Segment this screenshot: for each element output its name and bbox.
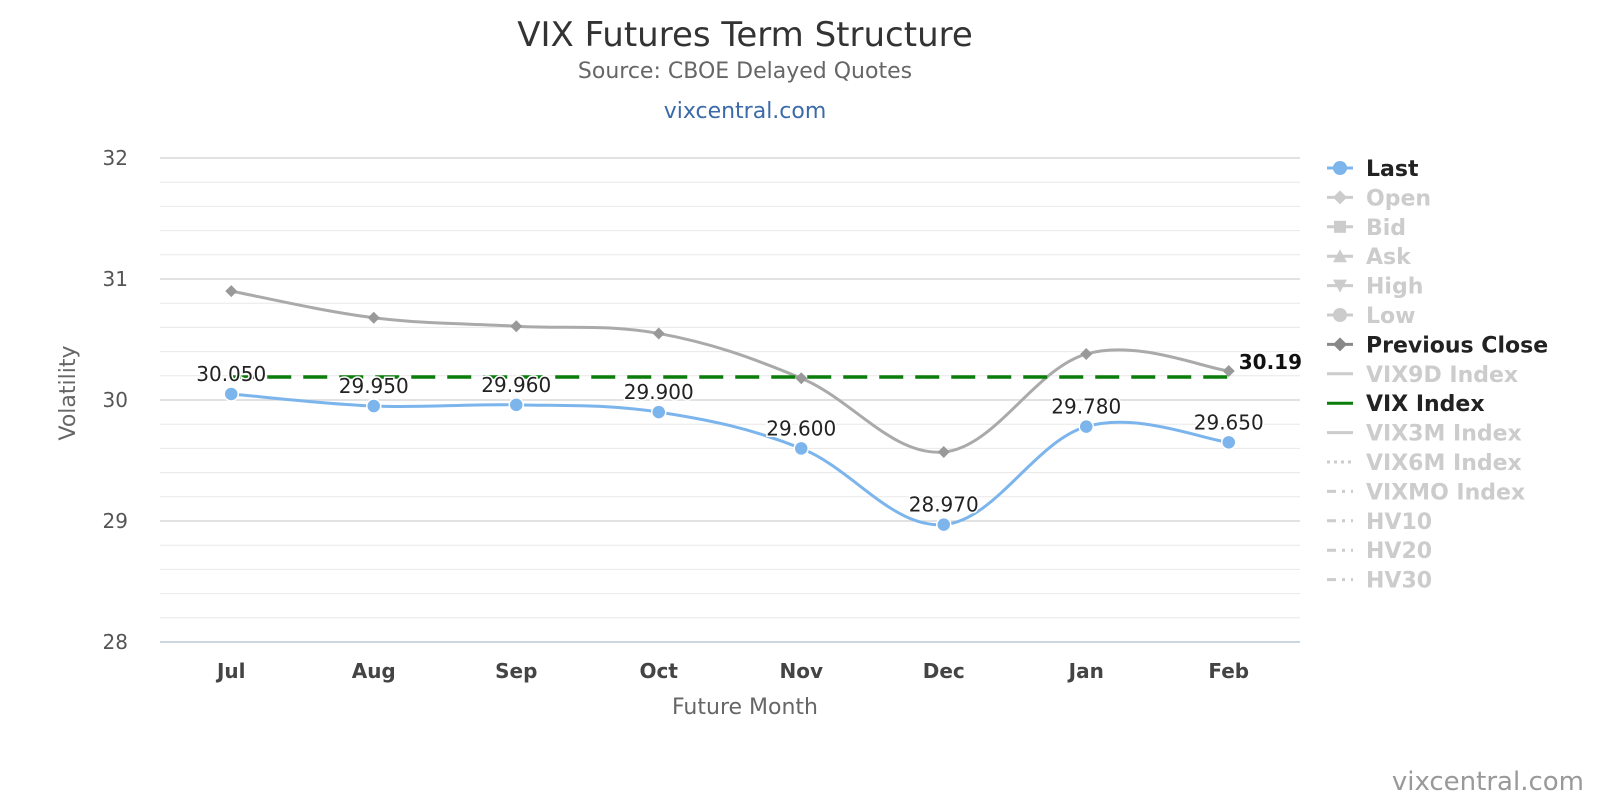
last-data-label: 28.970 [909,493,979,517]
y-tick-label: 31 [103,267,128,291]
subtitle-link[interactable]: vixcentral.com [664,99,827,124]
legend: Last Open Bid Ask High Low Previous Close VIX9D… [1327,157,1548,594]
last-point[interactable] [1078,418,1094,435]
data-labels: 30.050 29.950 29.960 29.900 29.600 28.970 29.7… [195,349,1304,519]
vix-index-end-label: 30.19 [1239,350,1302,374]
y-tick-label: 28 [103,630,128,654]
legend-item-vix-index[interactable]: VIX Index [1327,392,1485,417]
last-point[interactable] [223,386,239,402]
chart-subtitle: Source: CBOE Delayed Quotes [578,59,912,84]
legend-item-bid[interactable]: Bid [1327,216,1406,241]
legend-item-ask[interactable]: Ask [1327,245,1412,270]
legend-label: Previous Close [1366,333,1548,358]
legend-marker-triangle-down [1333,279,1347,293]
y-tick-label: 32 [103,146,128,170]
previous-close-point[interactable] [367,311,380,324]
chart-credit[interactable]: vixcentral.com [1392,767,1584,797]
legend-item-low[interactable]: Low [1327,304,1415,329]
x-tick-label: Nov [779,659,823,683]
last-point[interactable] [936,516,952,533]
last-data-label: 29.950 [339,374,409,398]
legend-label: Ask [1366,245,1412,270]
previous-close-point[interactable] [510,320,523,333]
y-tick-label: 30 [103,388,128,412]
legend-label: VIX9D Index [1366,363,1518,388]
previous-close-point[interactable] [225,285,238,298]
legend-item-vix9d-index[interactable]: VIX9D Index [1327,363,1518,388]
y-axis-label: Volatility [56,345,81,440]
previous-close-point[interactable] [937,446,950,459]
legend-label: HV20 [1366,539,1432,564]
legend-item-vixmo-index[interactable]: VIXMO Index [1327,480,1525,505]
legend-label: High [1366,275,1423,300]
last-point[interactable] [1221,434,1237,451]
x-axis-label: Future Month [672,695,818,720]
x-tick-label: Dec [923,659,965,683]
legend-label: Bid [1366,216,1406,241]
legend-marker-circle [1333,161,1347,175]
legend-label: VIXMO Index [1366,480,1525,505]
legend-item-last[interactable]: Last [1327,157,1419,182]
last-data-label: 29.900 [624,380,694,404]
legend-item-open[interactable]: Open [1327,186,1431,211]
legend-item-vix3m-index[interactable]: VIX3M Index [1327,422,1522,447]
series-layer [223,285,1237,533]
previous-close-point[interactable] [1080,348,1093,361]
legend-marker-triangle [1333,249,1347,263]
legend-label: Low [1366,304,1415,329]
x-tick-label: Jan [1067,659,1104,683]
legend-item-high[interactable]: High [1327,275,1423,300]
x-tick-label: Oct [640,659,679,683]
x-tick-label: Feb [1208,659,1249,683]
legend-marker-square [1334,220,1346,233]
last-data-label: 29.780 [1051,395,1121,419]
legend-marker-circle [1333,308,1347,322]
last-data-label: 29.600 [766,416,836,440]
x-tick-label: Aug [352,659,396,683]
legend-label: VIX3M Index [1366,422,1522,447]
legend-label: VIX Index [1366,392,1485,417]
last-point[interactable] [508,397,524,413]
previous-close-point[interactable] [1222,364,1235,377]
last-point[interactable] [793,440,809,457]
legend-item-vix6m-index[interactable]: VIX6M Index [1327,451,1522,476]
last-point[interactable] [366,398,382,414]
legend-marker-diamond [1333,337,1347,352]
grid [160,157,1300,643]
last-data-label: 29.650 [1194,410,1264,434]
legend-item-previous-close[interactable]: Previous Close [1327,333,1548,358]
last-point[interactable] [651,404,667,420]
legend-label: Open [1366,186,1431,211]
previous-close-point[interactable] [652,327,665,340]
legend-label: HV10 [1366,510,1432,535]
x-tick-label: Sep [495,659,537,683]
last-data-label: 30.050 [196,362,266,386]
y-axis-ticks: 28 29 30 31 32 [103,146,128,654]
legend-item-hv20[interactable]: HV20 [1327,539,1432,564]
legend-item-hv30[interactable]: HV30 [1327,569,1432,594]
y-tick-label: 29 [103,509,128,533]
last-data-label: 29.960 [481,373,551,397]
x-axis-ticks: Jul Aug Sep Oct Nov Dec Jan Feb [215,659,1249,683]
chart-title: VIX Futures Term Structure [517,15,973,55]
series-last-line [231,392,1229,527]
legend-label: HV30 [1366,569,1432,594]
x-tick-label: Jul [215,659,246,683]
legend-item-hv10[interactable]: HV10 [1327,510,1432,535]
previous-close-point[interactable] [795,372,808,385]
legend-marker-diamond [1333,190,1347,205]
legend-label: Last [1366,157,1419,182]
series-previous-close-line [230,289,1229,454]
legend-label: VIX6M Index [1366,451,1522,476]
